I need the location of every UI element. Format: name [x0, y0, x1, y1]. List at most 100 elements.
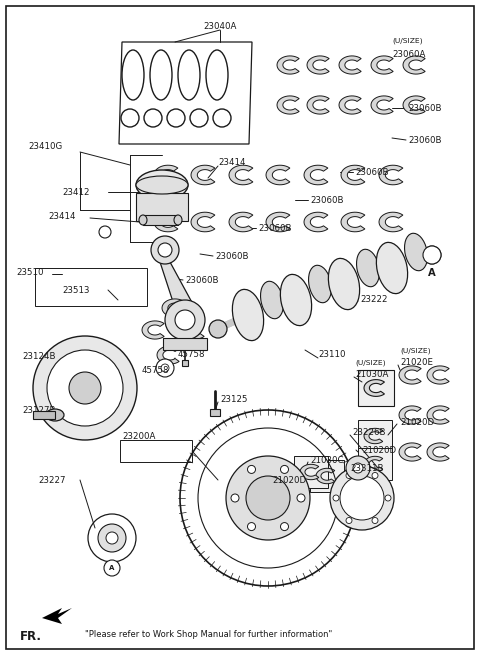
- Ellipse shape: [280, 274, 312, 326]
- Text: 23060B: 23060B: [185, 276, 218, 285]
- Polygon shape: [155, 158, 450, 292]
- Circle shape: [353, 463, 363, 473]
- Polygon shape: [266, 212, 290, 232]
- Polygon shape: [339, 96, 361, 114]
- Circle shape: [280, 523, 288, 531]
- Text: (U/SIZE): (U/SIZE): [400, 348, 431, 354]
- Circle shape: [246, 476, 290, 520]
- Circle shape: [372, 517, 378, 523]
- Polygon shape: [229, 165, 253, 185]
- Circle shape: [423, 246, 441, 264]
- Polygon shape: [371, 56, 393, 74]
- Ellipse shape: [46, 409, 64, 421]
- Circle shape: [346, 472, 352, 479]
- Ellipse shape: [121, 109, 139, 127]
- Text: 21020D: 21020D: [272, 476, 306, 485]
- Text: "Please refer to Work Shop Manual for further information": "Please refer to Work Shop Manual for fu…: [85, 630, 332, 639]
- Circle shape: [330, 466, 394, 530]
- Text: 23125: 23125: [220, 395, 248, 404]
- Polygon shape: [427, 366, 449, 384]
- Ellipse shape: [405, 233, 428, 271]
- Bar: [143, 215, 178, 225]
- Text: 23060B: 23060B: [408, 136, 442, 145]
- Polygon shape: [191, 212, 215, 232]
- Circle shape: [99, 226, 111, 238]
- Polygon shape: [341, 165, 365, 185]
- Polygon shape: [162, 299, 184, 317]
- Polygon shape: [191, 165, 215, 185]
- Text: 23226B: 23226B: [352, 428, 385, 437]
- Polygon shape: [379, 165, 403, 185]
- Bar: [310, 460, 344, 492]
- Polygon shape: [42, 608, 72, 624]
- Text: 23060B: 23060B: [258, 224, 291, 233]
- Circle shape: [98, 524, 126, 552]
- Bar: [182, 360, 188, 366]
- Text: FR.: FR.: [20, 630, 42, 643]
- Ellipse shape: [144, 109, 162, 127]
- Circle shape: [231, 494, 239, 502]
- Ellipse shape: [167, 109, 185, 127]
- Text: 23110: 23110: [318, 350, 346, 359]
- Polygon shape: [364, 380, 384, 396]
- Circle shape: [297, 494, 305, 502]
- Text: 23060B: 23060B: [215, 252, 249, 261]
- Bar: [163, 338, 207, 350]
- Circle shape: [156, 359, 174, 377]
- Circle shape: [248, 466, 255, 474]
- Text: A: A: [429, 250, 435, 259]
- Bar: [358, 448, 392, 480]
- Circle shape: [161, 364, 169, 372]
- Ellipse shape: [309, 265, 332, 303]
- Circle shape: [340, 476, 384, 520]
- Text: 21020E: 21020E: [400, 358, 433, 367]
- Bar: [210, 409, 220, 416]
- Circle shape: [175, 310, 195, 330]
- Text: 23127B: 23127B: [22, 406, 56, 415]
- Circle shape: [69, 372, 101, 404]
- Polygon shape: [341, 212, 365, 232]
- Text: 23414: 23414: [218, 158, 245, 167]
- Polygon shape: [119, 42, 252, 144]
- Ellipse shape: [136, 176, 188, 194]
- Circle shape: [47, 350, 123, 426]
- Ellipse shape: [150, 50, 172, 100]
- Text: 45758: 45758: [142, 366, 169, 375]
- Polygon shape: [157, 346, 179, 364]
- Bar: [35, 268, 147, 306]
- Polygon shape: [300, 464, 319, 479]
- Ellipse shape: [139, 215, 147, 225]
- Circle shape: [33, 336, 137, 440]
- Circle shape: [333, 495, 339, 501]
- Text: A: A: [109, 565, 115, 571]
- Text: 23510: 23510: [16, 268, 44, 277]
- Circle shape: [385, 495, 391, 501]
- Ellipse shape: [209, 320, 227, 338]
- Text: 23513: 23513: [62, 286, 89, 295]
- Ellipse shape: [328, 258, 360, 310]
- Text: 23040A: 23040A: [204, 22, 237, 31]
- Bar: [294, 456, 328, 488]
- Text: 23124B: 23124B: [22, 352, 56, 361]
- Polygon shape: [277, 96, 299, 114]
- Text: 23200A: 23200A: [122, 432, 156, 441]
- Circle shape: [248, 523, 255, 531]
- Polygon shape: [316, 468, 335, 483]
- Bar: [358, 420, 392, 452]
- Circle shape: [104, 560, 120, 576]
- Ellipse shape: [190, 109, 208, 127]
- Text: 21030C: 21030C: [310, 456, 344, 465]
- Ellipse shape: [357, 250, 380, 287]
- Polygon shape: [364, 428, 383, 443]
- Ellipse shape: [122, 50, 144, 100]
- Polygon shape: [398, 358, 468, 470]
- Circle shape: [158, 243, 172, 257]
- Bar: [136, 193, 188, 221]
- Polygon shape: [399, 443, 421, 461]
- Polygon shape: [403, 96, 425, 114]
- Polygon shape: [182, 321, 204, 339]
- Polygon shape: [379, 212, 403, 232]
- Ellipse shape: [261, 281, 284, 319]
- Circle shape: [423, 246, 441, 264]
- Polygon shape: [304, 212, 328, 232]
